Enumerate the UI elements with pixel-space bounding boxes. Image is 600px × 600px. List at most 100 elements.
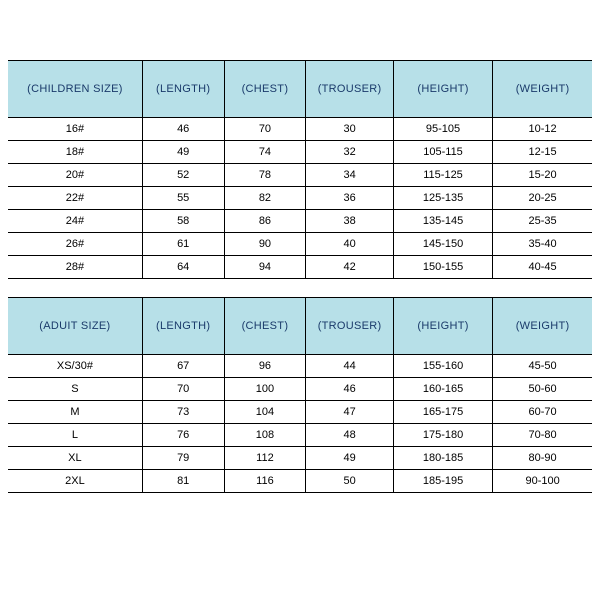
cell: 90-100 bbox=[493, 470, 592, 493]
col-chest: (CHEST) bbox=[224, 61, 306, 118]
cell: 50 bbox=[306, 470, 394, 493]
col-chest: (CHEST) bbox=[224, 298, 306, 355]
cell: 12-15 bbox=[493, 141, 592, 164]
cell: 100 bbox=[224, 378, 306, 401]
col-weight: (WEIGHT) bbox=[493, 298, 592, 355]
table-row: 2XL 81 116 50 185-195 90-100 bbox=[8, 470, 592, 493]
cell: 42 bbox=[306, 256, 394, 279]
cell: 45-50 bbox=[493, 355, 592, 378]
cell: 115-125 bbox=[393, 164, 492, 187]
cell: XL bbox=[8, 447, 142, 470]
table-row: L 76 108 48 175-180 70-80 bbox=[8, 424, 592, 447]
cell: 34 bbox=[306, 164, 394, 187]
cell: 76 bbox=[142, 424, 224, 447]
cell: 50-60 bbox=[493, 378, 592, 401]
cell: 90 bbox=[224, 233, 306, 256]
cell: 67 bbox=[142, 355, 224, 378]
cell: 2XL bbox=[8, 470, 142, 493]
cell: 15-20 bbox=[493, 164, 592, 187]
table-row: M 73 104 47 165-175 60-70 bbox=[8, 401, 592, 424]
table-row: XL 79 112 49 180-185 80-90 bbox=[8, 447, 592, 470]
cell: M bbox=[8, 401, 142, 424]
cell: 70 bbox=[224, 118, 306, 141]
cell: 74 bbox=[224, 141, 306, 164]
cell: 70-80 bbox=[493, 424, 592, 447]
cell: 49 bbox=[306, 447, 394, 470]
cell: 40-45 bbox=[493, 256, 592, 279]
size-chart-page: (CHILDREN SIZE) (LENGTH) (CHEST) (TROUSE… bbox=[0, 0, 600, 600]
cell: 36 bbox=[306, 187, 394, 210]
table-row: XS/30# 67 96 44 155-160 45-50 bbox=[8, 355, 592, 378]
children-header-row: (CHILDREN SIZE) (LENGTH) (CHEST) (TROUSE… bbox=[8, 61, 592, 118]
cell: 95-105 bbox=[393, 118, 492, 141]
cell: 155-160 bbox=[393, 355, 492, 378]
col-children-size: (CHILDREN SIZE) bbox=[8, 61, 142, 118]
cell: XS/30# bbox=[8, 355, 142, 378]
cell: 60-70 bbox=[493, 401, 592, 424]
cell: 52 bbox=[142, 164, 224, 187]
col-height: (HEIGHT) bbox=[393, 298, 492, 355]
cell: 150-155 bbox=[393, 256, 492, 279]
cell: 20# bbox=[8, 164, 142, 187]
cell: 82 bbox=[224, 187, 306, 210]
col-trouser: (TROUSER) bbox=[306, 298, 394, 355]
cell: 185-195 bbox=[393, 470, 492, 493]
cell: 58 bbox=[142, 210, 224, 233]
cell: 165-175 bbox=[393, 401, 492, 424]
cell: 104 bbox=[224, 401, 306, 424]
cell: 44 bbox=[306, 355, 394, 378]
cell: 18# bbox=[8, 141, 142, 164]
table-row: 18# 49 74 32 105-115 12-15 bbox=[8, 141, 592, 164]
cell: 108 bbox=[224, 424, 306, 447]
cell: 86 bbox=[224, 210, 306, 233]
cell: 135-145 bbox=[393, 210, 492, 233]
cell: 30 bbox=[306, 118, 394, 141]
cell: L bbox=[8, 424, 142, 447]
cell: 96 bbox=[224, 355, 306, 378]
cell: 48 bbox=[306, 424, 394, 447]
table-row: 28# 64 94 42 150-155 40-45 bbox=[8, 256, 592, 279]
table-row: 24# 58 86 38 135-145 25-35 bbox=[8, 210, 592, 233]
cell: 73 bbox=[142, 401, 224, 424]
table-row: 22# 55 82 36 125-135 20-25 bbox=[8, 187, 592, 210]
cell: 70 bbox=[142, 378, 224, 401]
adult-header-row: (ADUIT SIZE) (LENGTH) (CHEST) (TROUSER) … bbox=[8, 298, 592, 355]
cell: 78 bbox=[224, 164, 306, 187]
cell: 125-135 bbox=[393, 187, 492, 210]
cell: 46 bbox=[142, 118, 224, 141]
table-row: 26# 61 90 40 145-150 35-40 bbox=[8, 233, 592, 256]
cell: 160-165 bbox=[393, 378, 492, 401]
table-gap bbox=[8, 279, 592, 297]
cell: 24# bbox=[8, 210, 142, 233]
cell: 55 bbox=[142, 187, 224, 210]
cell: 10-12 bbox=[493, 118, 592, 141]
cell: 80-90 bbox=[493, 447, 592, 470]
cell: 116 bbox=[224, 470, 306, 493]
table-row: 20# 52 78 34 115-125 15-20 bbox=[8, 164, 592, 187]
table-row: S 70 100 46 160-165 50-60 bbox=[8, 378, 592, 401]
cell: 64 bbox=[142, 256, 224, 279]
col-length: (LENGTH) bbox=[142, 298, 224, 355]
cell: 79 bbox=[142, 447, 224, 470]
cell: 22# bbox=[8, 187, 142, 210]
cell: 16# bbox=[8, 118, 142, 141]
col-weight: (WEIGHT) bbox=[493, 61, 592, 118]
cell: 175-180 bbox=[393, 424, 492, 447]
cell: S bbox=[8, 378, 142, 401]
cell: 49 bbox=[142, 141, 224, 164]
cell: 105-115 bbox=[393, 141, 492, 164]
cell: 40 bbox=[306, 233, 394, 256]
adult-size-table: (ADUIT SIZE) (LENGTH) (CHEST) (TROUSER) … bbox=[8, 297, 592, 493]
cell: 94 bbox=[224, 256, 306, 279]
cell: 145-150 bbox=[393, 233, 492, 256]
cell: 38 bbox=[306, 210, 394, 233]
cell: 26# bbox=[8, 233, 142, 256]
col-adult-size: (ADUIT SIZE) bbox=[8, 298, 142, 355]
cell: 25-35 bbox=[493, 210, 592, 233]
col-trouser: (TROUSER) bbox=[306, 61, 394, 118]
col-height: (HEIGHT) bbox=[393, 61, 492, 118]
cell: 47 bbox=[306, 401, 394, 424]
cell: 20-25 bbox=[493, 187, 592, 210]
children-size-table: (CHILDREN SIZE) (LENGTH) (CHEST) (TROUSE… bbox=[8, 60, 592, 279]
cell: 61 bbox=[142, 233, 224, 256]
